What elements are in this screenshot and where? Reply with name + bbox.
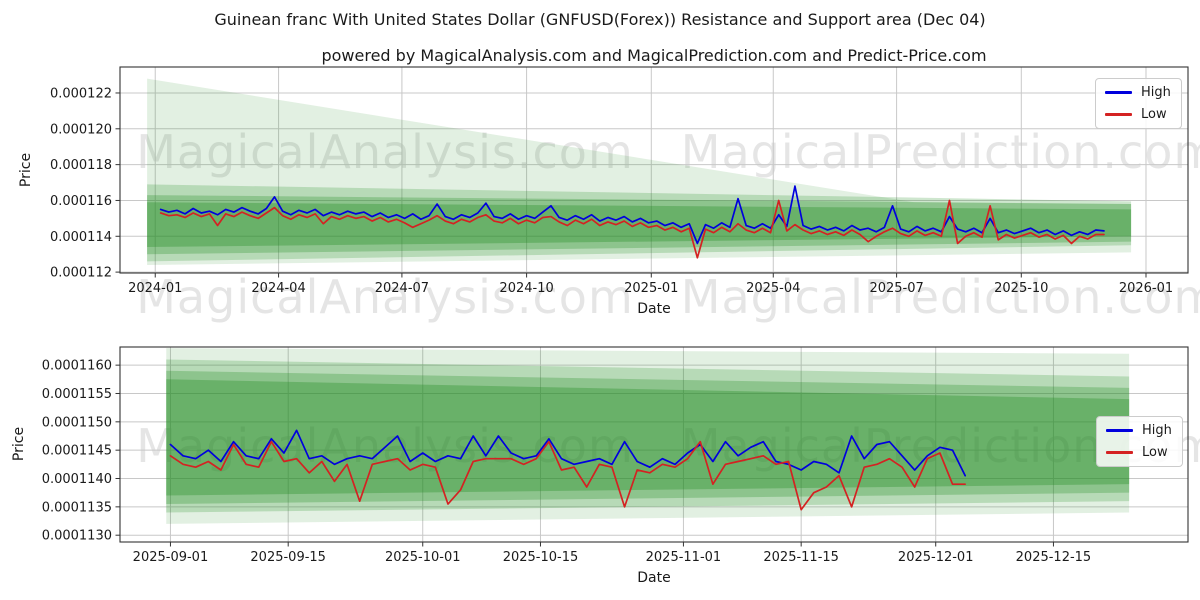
- legend-high-label: High: [1141, 85, 1171, 100]
- legend-high-label: High: [1142, 423, 1172, 438]
- bottom-chart-y-axis-label: Price: [11, 426, 27, 462]
- support-resistance-band: [147, 195, 1132, 255]
- top-chart-y-axis-label: Price: [18, 152, 34, 188]
- x-tick-label: 2024-04: [251, 281, 305, 296]
- y-tick-label: 0.0001130: [42, 529, 112, 544]
- support-resistance-band: [166, 359, 1130, 513]
- top-chart-legend: High Low: [1095, 78, 1182, 129]
- watermark-prediction-top: MagicalPrediction.com: [680, 125, 1200, 179]
- legend-item-high: High: [1106, 423, 1172, 438]
- x-tick-label: 2025-09-15: [250, 550, 326, 565]
- bottom-chart-legend: High Low: [1096, 416, 1183, 467]
- watermark-analysis-top: MagicalAnalysis.com: [136, 125, 634, 179]
- y-tick-label: 0.0001140: [42, 472, 112, 487]
- x-tick-label: 2025-07: [869, 281, 923, 296]
- high-line: [169, 429, 966, 477]
- x-tick-label: 2025-12-01: [898, 550, 974, 565]
- support-resistance-band: [166, 348, 1130, 524]
- x-tick-label: 2024-10: [499, 281, 553, 296]
- low-line-swatch-icon: [1106, 451, 1133, 454]
- legend-item-low: Low: [1105, 107, 1171, 122]
- support-resistance-band: [166, 379, 1130, 496]
- support-resistance-band: [147, 202, 1132, 248]
- bottom-chart-x-axis-label: Date: [637, 570, 671, 586]
- support-resistance-band: [147, 78, 1132, 265]
- x-tick-label: 2024-01: [128, 281, 182, 296]
- y-tick-label: 0.000114: [50, 230, 112, 245]
- y-tick-label: 0.000118: [50, 158, 112, 173]
- x-tick-label: 2025-11-01: [646, 550, 722, 565]
- high-line-swatch-icon: [1106, 429, 1133, 432]
- low-line: [159, 199, 1105, 259]
- y-tick-label: 0.0001160: [42, 359, 112, 374]
- legend-item-low: Low: [1106, 445, 1172, 460]
- plot-border: [119, 346, 1189, 543]
- x-tick-label: 2025-11-15: [763, 550, 839, 565]
- chart-1: 2025-09-01 2025-09-15 2025-10-01 2025-10-15…: [42, 346, 1189, 565]
- y-tick-label: 0.000120: [50, 122, 112, 137]
- figure-title: Guinean franc With United States Dollar …: [214, 10, 986, 29]
- y-tick-label: 0.000122: [50, 86, 112, 101]
- y-tick-label: 0.0001150: [42, 415, 112, 430]
- watermark-prediction-middle: MagicalPrediction.com: [680, 270, 1200, 324]
- x-tick-label: 2025-10-01: [385, 550, 461, 565]
- x-tick-label: 2024-07: [375, 281, 429, 296]
- plot-border: [119, 66, 1189, 274]
- support-resistance-band: [166, 370, 1130, 505]
- x-tick-label: 2026-01: [1119, 281, 1173, 296]
- low-line-swatch-icon: [1105, 113, 1132, 116]
- y-tick-label: 0.0001155: [42, 387, 112, 402]
- y-tick-label: 0.0001145: [42, 444, 112, 459]
- x-tick-label: 2025-10-15: [503, 550, 579, 565]
- x-tick-label: 2025-12-15: [1016, 550, 1092, 565]
- low-line: [169, 440, 966, 511]
- x-tick-label: 2025-09-01: [133, 550, 209, 565]
- x-tick-label: 2025-01: [624, 281, 678, 296]
- figure-subtitle: powered by MagicalAnalysis.com and Magic…: [321, 46, 987, 65]
- x-tick-label: 2025-10: [994, 281, 1048, 296]
- y-tick-label: 0.000112: [50, 266, 112, 281]
- legend-low-label: Low: [1141, 107, 1167, 122]
- y-tick-label: 0.0001135: [42, 500, 112, 515]
- high-line-swatch-icon: [1105, 91, 1132, 94]
- y-tick-label: 0.000116: [50, 194, 112, 209]
- high-line: [159, 185, 1105, 245]
- watermark-analysis-middle: MagicalAnalysis.com: [136, 270, 634, 324]
- x-tick-label: 2025-04: [746, 281, 800, 296]
- top-chart-x-axis-label: Date: [637, 301, 671, 317]
- legend-item-high: High: [1105, 85, 1171, 100]
- chart-0: 2024-01 2024-04 2024-07 2024-10 2025-01 2025-…: [50, 66, 1189, 296]
- legend-low-label: Low: [1142, 445, 1168, 460]
